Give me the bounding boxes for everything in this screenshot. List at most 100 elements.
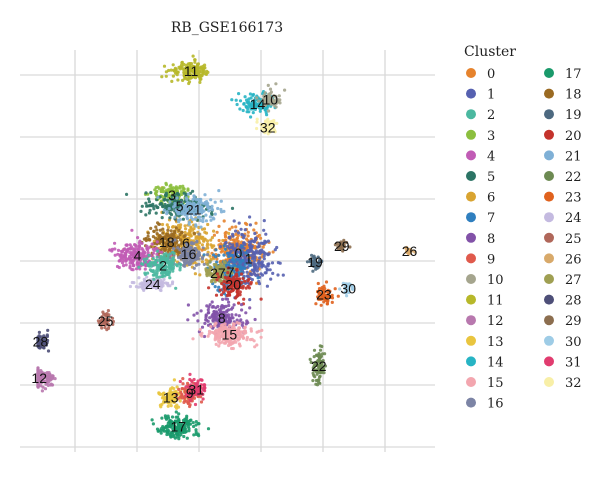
data-point	[183, 224, 187, 228]
legend-label: 23	[565, 191, 582, 206]
data-point	[255, 117, 259, 121]
data-point	[257, 329, 261, 333]
legend-item-9: 9	[466, 252, 495, 267]
data-point	[174, 67, 178, 71]
data-point	[147, 253, 151, 257]
data-point	[171, 225, 175, 229]
data-point	[215, 230, 219, 234]
data-point	[155, 269, 159, 273]
data-point	[214, 293, 219, 297]
data-point	[268, 87, 273, 91]
data-point	[140, 262, 144, 266]
data-point	[195, 248, 199, 252]
data-point	[197, 422, 201, 426]
data-point	[140, 204, 144, 208]
data-point	[192, 231, 197, 235]
data-point	[138, 239, 142, 243]
legend-label: 19	[565, 108, 582, 123]
data-point	[213, 324, 217, 328]
data-point	[181, 382, 185, 386]
legend-label: 14	[487, 355, 504, 370]
data-point	[230, 206, 235, 210]
legend-item-31: 31	[544, 355, 582, 370]
data-point	[207, 332, 211, 336]
data-point	[227, 231, 231, 235]
data-point	[204, 313, 208, 317]
data-point	[182, 187, 186, 191]
data-point	[195, 255, 199, 259]
data-point	[147, 197, 151, 201]
data-point	[234, 313, 238, 317]
data-point	[196, 432, 200, 436]
data-point	[170, 282, 174, 286]
data-point	[140, 247, 144, 251]
data-point	[240, 308, 244, 312]
data-point	[154, 225, 158, 229]
data-point	[239, 265, 243, 269]
data-point	[160, 275, 164, 279]
data-point	[203, 230, 207, 234]
data-point	[166, 281, 170, 285]
data-point	[179, 242, 183, 246]
data-point	[173, 231, 177, 235]
data-point	[179, 238, 183, 242]
data-point	[157, 258, 161, 262]
data-point	[144, 238, 148, 243]
data-point	[248, 306, 252, 310]
data-point	[132, 247, 136, 251]
legend-label: 22	[565, 170, 582, 185]
data-point	[252, 228, 256, 232]
cluster-label: 23	[316, 287, 332, 303]
legend-item-18: 18	[544, 88, 582, 103]
data-point	[169, 183, 173, 187]
data-point	[234, 225, 238, 229]
data-point	[185, 248, 189, 252]
data-point	[222, 244, 226, 248]
legend-label: 31	[565, 355, 582, 370]
data-point	[244, 286, 248, 290]
data-point	[317, 375, 322, 379]
legend-label: 5	[487, 170, 495, 185]
data-point	[158, 233, 162, 238]
data-point	[227, 300, 231, 304]
data-point	[245, 110, 249, 114]
data-point	[128, 261, 132, 265]
data-point	[145, 275, 149, 279]
legend-swatch	[544, 356, 554, 367]
data-point	[139, 253, 143, 257]
data-point	[237, 231, 241, 235]
data-point	[180, 396, 184, 400]
data-point	[209, 238, 213, 242]
data-point	[221, 297, 225, 301]
data-point	[179, 254, 183, 258]
legend: Cluster 01234567891011121314151617181920…	[464, 44, 582, 412]
cluster-label: 20	[225, 277, 241, 293]
data-point	[139, 258, 143, 262]
data-point	[169, 229, 173, 233]
data-point	[243, 95, 247, 99]
legend-swatch	[466, 212, 476, 223]
data-point	[174, 286, 178, 290]
data-point	[237, 92, 241, 96]
data-point	[228, 236, 232, 240]
legend-label: 16	[487, 397, 504, 412]
data-point	[248, 298, 252, 302]
data-point	[175, 264, 179, 268]
data-point	[128, 243, 132, 247]
data-point	[48, 372, 52, 377]
data-point	[113, 247, 117, 251]
data-point	[219, 242, 223, 246]
data-point	[188, 372, 192, 376]
data-point	[142, 250, 146, 254]
cluster-label: 4	[134, 248, 142, 264]
data-point	[249, 282, 253, 286]
data-point	[136, 236, 140, 240]
data-point	[166, 253, 170, 257]
legend-item-5: 5	[466, 170, 495, 185]
data-point	[255, 343, 259, 347]
data-point	[154, 259, 158, 263]
data-point	[224, 240, 228, 245]
data-point	[164, 417, 169, 421]
data-point	[239, 303, 244, 307]
